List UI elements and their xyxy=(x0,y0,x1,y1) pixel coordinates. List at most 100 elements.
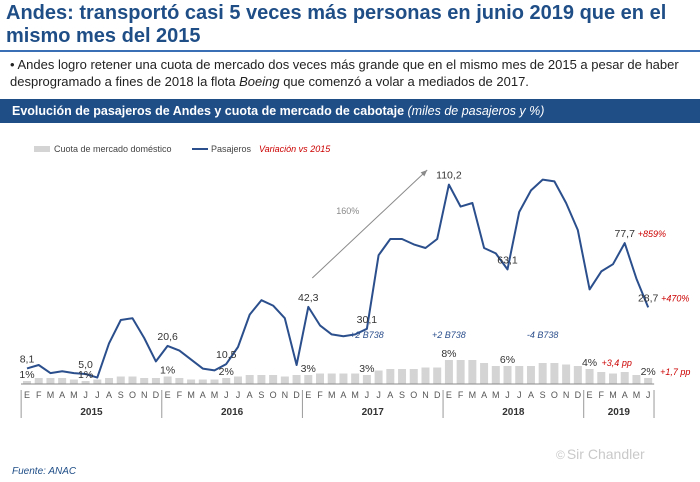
passengers-chart: Cuota de mercado doméstico Pasajeros Varia… xyxy=(19,144,690,418)
passenger-value-label: 8,1 xyxy=(20,353,35,365)
month-tick-label: J xyxy=(95,390,100,400)
copyright-icon: © xyxy=(556,448,565,462)
month-tick-label: E xyxy=(446,390,452,400)
passenger-value-label: 77,7 xyxy=(615,228,636,240)
year-label: 2015 xyxy=(80,407,103,418)
month-tick-label: N xyxy=(141,390,148,400)
variation-label: +3,4 pp xyxy=(602,358,632,368)
share-bar xyxy=(562,364,571,384)
share-bar xyxy=(81,381,90,384)
share-bar xyxy=(480,363,489,384)
month-tick-label: E xyxy=(587,390,593,400)
month-tick-label: A xyxy=(528,390,534,400)
watermark: © Sir Chandler xyxy=(556,446,645,462)
share-value-label: 1% xyxy=(160,365,175,377)
passenger-value-label: 28,7 xyxy=(638,292,659,304)
share-bar xyxy=(444,360,453,384)
share-bar xyxy=(573,366,582,384)
share-bar xyxy=(69,379,78,384)
month-tick-label: F xyxy=(177,390,183,400)
share-bar xyxy=(187,379,196,384)
month-tick-label: O xyxy=(551,390,558,400)
bullet-text-after: que comenzó a volar a mediados de 2017. xyxy=(279,74,529,89)
month-tick-label: M xyxy=(47,390,55,400)
passenger-value-label: 5,0 xyxy=(78,359,93,371)
month-tick-label: M xyxy=(609,390,617,400)
share-bar xyxy=(175,378,184,384)
month-tick-label: A xyxy=(481,390,487,400)
passenger-value-label: 20,6 xyxy=(157,331,178,343)
share-bar xyxy=(421,367,430,384)
month-tick-label: M xyxy=(492,390,500,400)
growth-arrow-head xyxy=(420,170,428,177)
share-bar xyxy=(632,375,641,384)
share-bar xyxy=(503,366,512,384)
share-bar xyxy=(257,375,266,384)
month-tick-label: E xyxy=(305,390,311,400)
fleet-change-label: +2 B738 xyxy=(350,330,384,340)
watermark-text: Sir Chandler xyxy=(566,446,645,462)
month-tick-label: D xyxy=(434,390,441,400)
passenger-value-label: 30,1 xyxy=(357,314,378,326)
month-tick-label: S xyxy=(399,390,405,400)
month-tick-label: F xyxy=(317,390,323,400)
fleet-change-label: +2 B738 xyxy=(432,330,466,340)
share-bar xyxy=(597,372,606,384)
month-tick-label: D xyxy=(293,390,300,400)
month-tick-label: F xyxy=(458,390,464,400)
share-bar xyxy=(327,373,336,384)
legend-share-swatch xyxy=(34,146,50,152)
share-bar xyxy=(339,373,348,384)
share-bar xyxy=(292,375,301,384)
share-bar xyxy=(280,376,289,384)
month-tick-label: A xyxy=(106,390,112,400)
share-bar xyxy=(163,376,172,384)
share-bar xyxy=(644,378,653,384)
share-value-label: 3% xyxy=(301,363,316,375)
fleet-change-label: -4 B738 xyxy=(527,330,559,340)
variation-label: +859% xyxy=(638,229,666,239)
month-tick-label: E xyxy=(165,390,171,400)
month-tick-label: J xyxy=(365,390,370,400)
share-bar xyxy=(46,378,55,384)
variation-label: +470% xyxy=(661,293,689,303)
share-value-label: 1% xyxy=(78,369,93,381)
month-tick-label: J xyxy=(224,390,229,400)
month-tick-label: J xyxy=(83,390,88,400)
share-bar xyxy=(151,378,160,384)
month-tick-label: A xyxy=(622,390,628,400)
legend-share-label: Cuota de mercado doméstico xyxy=(54,144,172,154)
bullet-text-italic: Boeing xyxy=(239,74,280,89)
share-bar xyxy=(116,376,125,384)
share-bar xyxy=(128,376,137,384)
share-bar xyxy=(93,379,102,384)
share-bar xyxy=(433,367,442,384)
month-tick-label: J xyxy=(505,390,510,400)
month-tick-label: D xyxy=(153,390,160,400)
month-tick-label: J xyxy=(517,390,522,400)
month-tick-label: E xyxy=(24,390,30,400)
month-tick-label: F xyxy=(599,390,605,400)
month-tick-label: N xyxy=(422,390,429,400)
page-title: Andes: transportó casi 5 veces más perso… xyxy=(6,2,667,47)
month-tick-label: A xyxy=(387,390,393,400)
month-tick-label: M xyxy=(351,390,359,400)
month-tick-label: D xyxy=(575,390,582,400)
share-bar xyxy=(222,378,231,384)
legend-variation-label: Variación vs 2015 xyxy=(259,144,331,154)
bullet-text-before: Andes logro retener una cuota de mercado… xyxy=(10,57,679,89)
month-tick-label: J xyxy=(236,390,241,400)
year-label: 2017 xyxy=(362,407,385,418)
share-bar xyxy=(269,375,278,384)
share-bar xyxy=(105,378,114,384)
growth-arrow xyxy=(311,169,428,279)
share-bar xyxy=(198,379,207,384)
month-tick-label: S xyxy=(258,390,264,400)
month-tick-label: M xyxy=(469,390,477,400)
year-label: 2016 xyxy=(221,407,244,418)
share-bar xyxy=(468,360,477,384)
share-bar xyxy=(491,366,500,384)
share-bar xyxy=(351,373,360,384)
month-tick-label: A xyxy=(247,390,253,400)
share-bar xyxy=(538,363,547,384)
